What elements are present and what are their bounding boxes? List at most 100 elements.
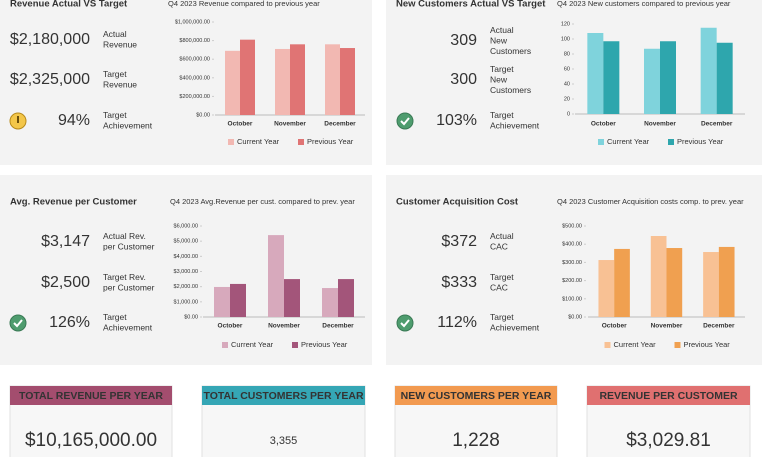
panel-title: New Customers Actual VS Target [396,0,546,10]
panel-title: Revenue Actual VS Target [10,0,128,10]
x-tick-label: December [703,323,735,330]
legend-label: Previous Year [677,137,724,146]
card-value: 1,228 [452,430,500,451]
kpi-label: Achievement [103,121,153,131]
bar [268,235,284,317]
card-title: REVENUE PER CUSTOMER [599,390,737,402]
bar [340,48,355,115]
y-tick-label: $4,000.00 [174,254,198,260]
y-tick-label: 120 [561,21,570,27]
bar [703,252,719,317]
bar [214,286,230,317]
kpi-value: $372 [441,233,477,250]
x-tick-label: December [701,121,733,128]
bar [603,41,620,114]
kpi-value: $2,325,000 [10,71,90,88]
bar [614,248,630,317]
x-tick-label: November [651,323,683,330]
card-header [10,386,172,405]
y-tick-label: 0 [567,111,570,117]
kpi-value: 103% [436,112,477,129]
kpi-value: 94% [58,112,90,129]
kpi-label: Revenue [103,80,137,90]
x-tick-label: November [268,323,300,330]
card-title: TOTAL CUSTOMERS PER YEAR [203,390,363,402]
y-tick-label: $0.00 [196,112,210,118]
bar [325,44,340,115]
kpi-label: Target Rev. [103,272,146,282]
y-tick-label: $6,000.00 [174,223,198,229]
y-tick-label: 20 [564,96,570,102]
legend-swatch [292,342,298,348]
kpi-value: $333 [441,274,477,291]
legend-swatch [222,342,228,348]
legend-label: Current Year [614,340,657,349]
chart-title: Q4 2023 Avg.Revenue per cust. compared t… [170,197,355,206]
status-glyph [400,117,410,126]
card-value: 3,355 [270,435,298,447]
x-tick-label: October [591,121,616,128]
panel [386,175,762,365]
y-tick-label: $400,000.00 [179,75,210,81]
x-tick-label: December [322,323,354,330]
bar [716,42,733,114]
card-title: NEW CUSTOMERS PER YEAR [401,390,552,402]
legend-label: Current Year [607,137,650,146]
kpi-label: Achievement [490,121,540,131]
card-title: TOTAL REVENUE PER YEAR [19,390,163,402]
status-glyph [400,319,410,328]
bar [666,248,683,317]
kpi-label: Achievement [103,323,153,333]
status-glyph [13,319,23,328]
kpi-label: Customers [490,46,531,56]
card-header [587,386,750,405]
panel [0,0,372,165]
kpi-label: CAC [490,283,508,293]
kpi-label: Target [490,312,514,322]
y-tick-label: $0.00 [568,314,582,320]
kpi-label: Target [490,110,514,120]
y-tick-label: $100.00 [562,296,582,302]
kpi-label: Actual [103,29,127,39]
y-tick-label: $600,000.00 [179,57,210,63]
card-value: $3,029.81 [626,430,711,451]
y-tick-label: $800,000.00 [179,38,210,44]
legend-swatch [228,139,234,145]
y-tick-label: 100 [561,36,570,42]
bar [338,279,354,317]
kpi-label: per Customer [103,283,155,293]
y-tick-label: $3,000.00 [174,269,198,275]
y-tick-label: $300.00 [562,260,582,266]
x-tick-label: November [644,121,676,128]
kpi-value: 300 [450,71,477,88]
bar [275,48,290,115]
card-header [395,386,557,405]
bar [660,41,676,114]
kpi-value: $2,180,000 [10,31,90,48]
x-tick-label: October [218,323,243,330]
x-tick-label: October [602,323,627,330]
status-icon [396,112,414,130]
kpi-label: Target [103,69,127,79]
bar [650,236,667,317]
kpi-label: Target [490,272,514,282]
kpi-value: $2,500 [41,274,90,291]
panel [386,0,762,165]
chart-title: Q4 2023 Customer Acquisition costs comp.… [557,197,744,206]
kpi-label: Actual Rev. [103,231,146,241]
kpi-label: New [490,74,508,84]
kpi-label: Target [103,110,127,120]
kpi-value: 309 [450,32,477,49]
kpi-label: Revenue [103,40,137,50]
legend-label: Current Year [231,340,274,349]
bar [587,33,604,114]
kpi-label: Customers [490,85,531,95]
chart-title: Q4 2023 Revenue compared to previous yea… [168,0,320,8]
legend-swatch [674,342,681,348]
kpi-label: CAC [490,242,508,252]
kpi-label: New [490,35,508,45]
bar [718,246,735,317]
status-glyph [17,116,19,123]
